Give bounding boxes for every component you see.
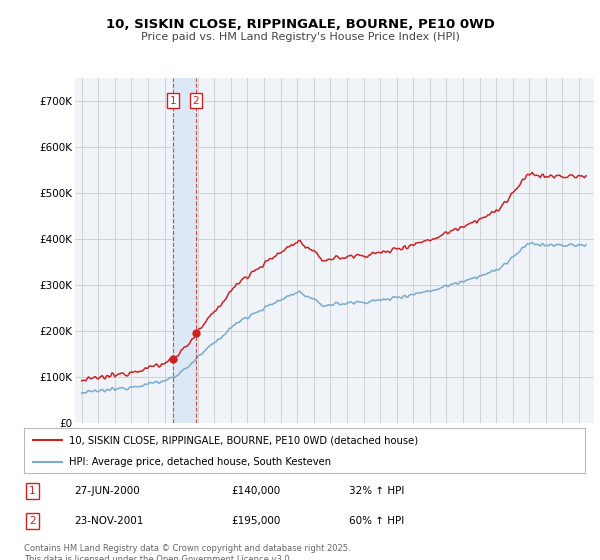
Text: £140,000: £140,000 — [232, 486, 281, 496]
Text: Contains HM Land Registry data © Crown copyright and database right 2025.
This d: Contains HM Land Registry data © Crown c… — [24, 544, 350, 560]
Text: 23-NOV-2001: 23-NOV-2001 — [74, 516, 144, 526]
Text: 2: 2 — [193, 96, 199, 106]
Text: 27-JUN-2000: 27-JUN-2000 — [74, 486, 140, 496]
Bar — [173, 78, 196, 423]
Text: 10, SISKIN CLOSE, RIPPINGALE, BOURNE, PE10 0WD (detached house): 10, SISKIN CLOSE, RIPPINGALE, BOURNE, PE… — [69, 436, 418, 446]
Text: 1: 1 — [29, 486, 36, 496]
Text: HPI: Average price, detached house, South Kesteven: HPI: Average price, detached house, Sout… — [69, 457, 331, 467]
Text: 10, SISKIN CLOSE, RIPPINGALE, BOURNE, PE10 0WD: 10, SISKIN CLOSE, RIPPINGALE, BOURNE, PE… — [106, 18, 494, 31]
Text: 60% ↑ HPI: 60% ↑ HPI — [349, 516, 404, 526]
Text: 32% ↑ HPI: 32% ↑ HPI — [349, 486, 405, 496]
Text: 1: 1 — [169, 96, 176, 106]
Text: Price paid vs. HM Land Registry's House Price Index (HPI): Price paid vs. HM Land Registry's House … — [140, 32, 460, 43]
Text: £195,000: £195,000 — [232, 516, 281, 526]
Text: 2: 2 — [29, 516, 36, 526]
